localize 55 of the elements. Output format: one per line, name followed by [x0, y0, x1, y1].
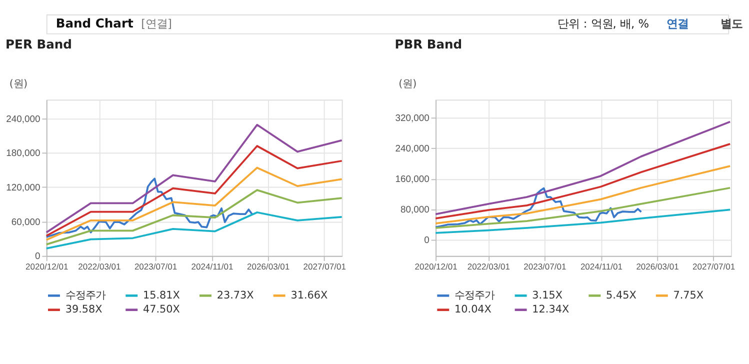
- x-tick-label: 2027/07/01: [303, 262, 346, 272]
- x-tick-label: 2024/11/01: [580, 262, 623, 272]
- text: Band Chart: [56, 16, 134, 31]
- line-series: [45, 166, 343, 241]
- y-tick-label: 320,000: [395, 112, 430, 124]
- x-tick-label: 2027/07/01: [692, 262, 736, 272]
- y-tick-label: 160,000: [395, 174, 430, 186]
- legend-label: 10.04X: [454, 304, 492, 316]
- text: [연결]: [141, 16, 172, 31]
- line-series: [45, 189, 343, 246]
- text: 연결: [666, 16, 689, 31]
- y-tick-label: 0: [424, 235, 430, 246]
- text: 단위 : 억원, 배, %: [558, 16, 650, 31]
- line-series: [434, 186, 732, 229]
- line-series: [434, 208, 732, 234]
- line-series: [434, 120, 732, 216]
- legend-label: 5.45X: [606, 289, 636, 302]
- line-series: [45, 178, 253, 238]
- chart-title: PBR Band: [394, 38, 462, 52]
- x-tick-label: 2020/12/01: [26, 262, 68, 272]
- legend-label: 39.58X: [65, 304, 102, 316]
- line-series: [45, 124, 343, 234]
- text: 별도: [720, 16, 743, 31]
- legend-label: 31.66X: [290, 289, 328, 302]
- y-tick-label: 60,000: [11, 216, 40, 228]
- legend-label: 47.50X: [142, 304, 180, 316]
- line-series: [434, 165, 732, 224]
- chart-title: PER Band: [6, 38, 72, 52]
- x-tick-label: 2026/03/01: [247, 262, 290, 272]
- legend-label: 3.15X: [532, 289, 562, 302]
- legend-label: 수정주가: [65, 289, 106, 302]
- y-tick-label: 240,000: [6, 114, 40, 125]
- line-series: [45, 211, 343, 250]
- y-tick-label: 0: [34, 251, 40, 262]
- x-tick-label: 2022/03/01: [78, 262, 122, 272]
- y-tick-label: 240,000: [395, 143, 430, 154]
- legend-label: 7.75X: [673, 289, 704, 302]
- y-tick-label: 80,000: [400, 204, 430, 216]
- x-tick-label: 2023/07/01: [134, 262, 178, 272]
- legend-label: 수정주가: [454, 289, 495, 302]
- line-series: [434, 187, 642, 228]
- y-tick-label: 180,000: [6, 148, 40, 160]
- line-series: [434, 143, 732, 220]
- x-tick-label: 2023/07/01: [524, 262, 566, 272]
- legend-label: 15.81X: [142, 289, 180, 302]
- y-tick-label: 120,000: [6, 182, 40, 194]
- legend-label: 23.73X: [216, 289, 254, 302]
- y-axis-title: (원): [398, 78, 417, 90]
- y-axis-title: (원): [9, 78, 28, 90]
- legend-label: 12.34X: [532, 304, 570, 316]
- x-tick-label: 2024/11/01: [191, 262, 234, 272]
- x-tick-label: 2026/03/01: [636, 262, 680, 272]
- x-tick-label: 2020/12/01: [414, 262, 458, 272]
- line-series: [45, 145, 343, 237]
- x-tick-label: 2022/03/01: [467, 262, 510, 272]
